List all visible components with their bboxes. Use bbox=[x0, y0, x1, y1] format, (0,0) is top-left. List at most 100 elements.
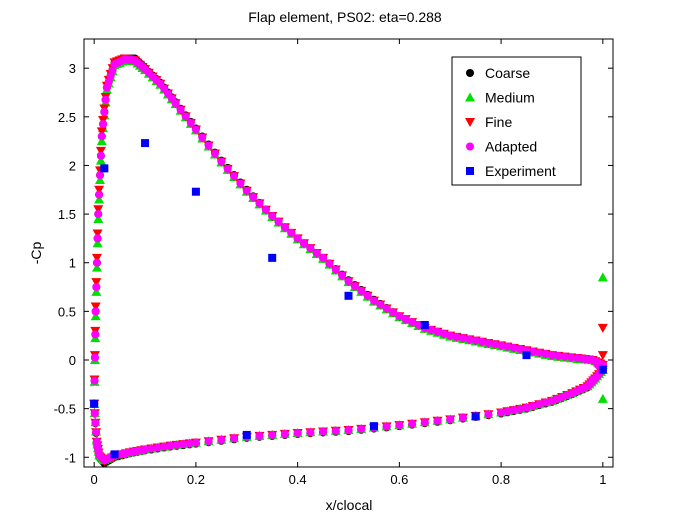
medium-point bbox=[597, 272, 608, 282]
adapted-point bbox=[176, 105, 185, 114]
adapted-point bbox=[478, 337, 487, 346]
adapted-point bbox=[541, 398, 550, 407]
experiment-point bbox=[268, 253, 277, 262]
adapted-point bbox=[433, 327, 442, 336]
adapted-point bbox=[363, 291, 372, 300]
x-axis-label: x/clocal bbox=[326, 497, 373, 513]
experiment-point bbox=[242, 430, 251, 439]
medium-point bbox=[94, 194, 105, 204]
legend: Coarse Medium Fine Adapted Experiment bbox=[451, 56, 582, 186]
adapted-point bbox=[274, 217, 283, 226]
adapted-point bbox=[90, 376, 99, 385]
legend-marker-experiment bbox=[466, 167, 474, 175]
x-tick-label: 0 bbox=[91, 472, 98, 487]
adapted-point bbox=[92, 283, 101, 292]
adapted-point bbox=[357, 286, 366, 295]
adapted-point bbox=[255, 431, 264, 440]
adapted-point bbox=[181, 112, 190, 121]
adapted-point bbox=[503, 407, 512, 416]
adapted-point bbox=[249, 193, 258, 202]
adapted-point bbox=[99, 120, 108, 129]
adapted-point bbox=[217, 435, 226, 444]
adapted-point bbox=[344, 277, 353, 286]
fine-point bbox=[96, 127, 107, 137]
legend-label-experiment: Experiment bbox=[485, 163, 556, 179]
adapted-point bbox=[141, 445, 150, 454]
adapted-point bbox=[147, 444, 156, 453]
adapted-point bbox=[230, 172, 239, 181]
adapted-point bbox=[408, 419, 417, 428]
medium-point bbox=[95, 155, 106, 165]
adapted-point bbox=[90, 409, 99, 418]
adapted-point bbox=[166, 441, 175, 450]
adapted-point bbox=[92, 258, 101, 267]
y-tick-label: 2.5 bbox=[58, 110, 76, 125]
experiment-point bbox=[522, 351, 531, 360]
adapted-point bbox=[287, 228, 296, 237]
fine-point bbox=[95, 146, 106, 156]
legend-label-medium: Medium bbox=[485, 90, 535, 106]
y-tick-label: 1 bbox=[69, 256, 76, 271]
adapted-point bbox=[230, 434, 239, 443]
y-axis-ticks: -1 -0.5 0 0.5 1 1.5 2 2.5 3 bbox=[54, 61, 613, 465]
legend-box bbox=[451, 56, 582, 186]
adapted-point bbox=[255, 199, 264, 208]
adapted-point bbox=[217, 157, 226, 166]
y-tick-label: 2 bbox=[69, 158, 76, 173]
adapted-point bbox=[516, 345, 525, 354]
experiment-point bbox=[141, 139, 150, 148]
adapted-point bbox=[242, 186, 251, 195]
x-tick-label: 1 bbox=[599, 472, 606, 487]
adapted-point bbox=[97, 132, 106, 141]
adapted-point bbox=[293, 428, 302, 437]
adapted-point bbox=[179, 440, 188, 449]
fine-point bbox=[92, 229, 103, 239]
adapted-point bbox=[306, 428, 315, 437]
experiment-point bbox=[191, 187, 200, 196]
adapted-point bbox=[560, 352, 569, 361]
experiment-point bbox=[420, 320, 429, 329]
fine-point bbox=[90, 302, 101, 312]
adapted-point bbox=[382, 304, 391, 313]
adapted-point bbox=[446, 331, 455, 340]
adapted-point bbox=[528, 347, 537, 356]
medium-point bbox=[90, 311, 101, 321]
adapted-point bbox=[236, 179, 245, 188]
adapted-point bbox=[186, 118, 195, 127]
adapted-point bbox=[91, 330, 100, 339]
adapted-point bbox=[344, 426, 353, 435]
x-tick-label: 0.2 bbox=[187, 472, 205, 487]
adapted-point bbox=[331, 426, 340, 435]
adapted-point bbox=[382, 422, 391, 431]
adapted-point bbox=[535, 348, 544, 357]
x-tick-label: 0.8 bbox=[492, 472, 510, 487]
adapted-point bbox=[312, 249, 321, 257]
adapted-point bbox=[433, 416, 442, 425]
adapted-point bbox=[261, 205, 270, 214]
fine-point bbox=[94, 185, 105, 195]
medium-point bbox=[95, 175, 106, 185]
adapted-point bbox=[522, 403, 531, 412]
experiment-point bbox=[471, 412, 480, 421]
adapted-point bbox=[547, 351, 556, 360]
adapted-point bbox=[484, 410, 493, 419]
adapted-point bbox=[427, 325, 436, 334]
adapted-point bbox=[96, 171, 105, 180]
adapted-point bbox=[389, 308, 398, 317]
legend-marker-coarse bbox=[466, 69, 474, 77]
medium-point bbox=[93, 213, 104, 223]
adapted-point bbox=[535, 400, 544, 409]
legend-label-adapted: Adapted bbox=[485, 139, 537, 155]
adapted-point bbox=[94, 210, 103, 219]
adapted-point bbox=[100, 107, 109, 116]
adapted-point bbox=[446, 415, 455, 424]
legend-marker-fine bbox=[465, 118, 475, 127]
fine-point bbox=[91, 278, 102, 288]
adapted-point bbox=[93, 234, 102, 243]
adapted-point bbox=[541, 349, 550, 358]
adapted-point bbox=[458, 413, 467, 422]
adapted-point bbox=[401, 315, 410, 324]
adapted-point bbox=[484, 338, 493, 347]
experiment-point bbox=[90, 399, 99, 408]
fine-point bbox=[597, 351, 608, 361]
